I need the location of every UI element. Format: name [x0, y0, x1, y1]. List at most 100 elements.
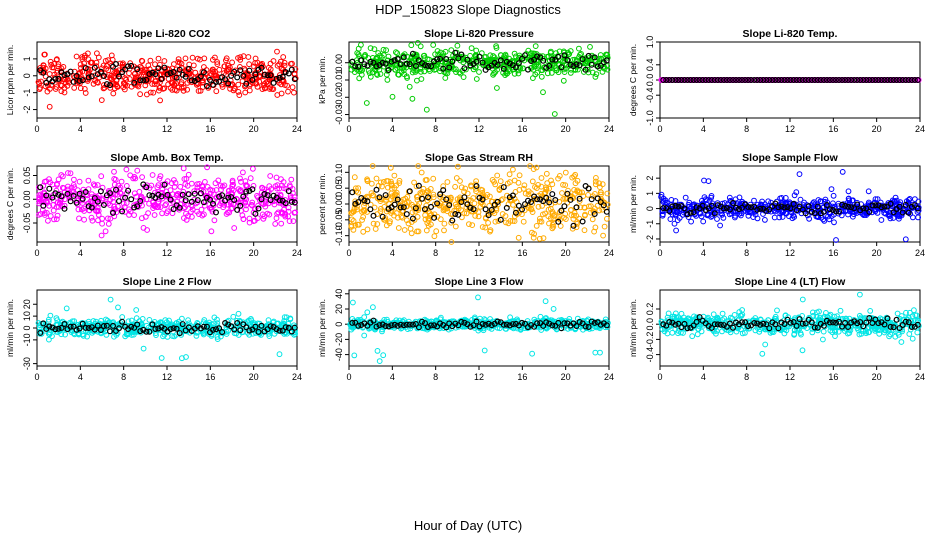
data-point — [249, 80, 256, 86]
x-tick-label: 8 — [744, 124, 749, 134]
data-point — [513, 53, 519, 60]
data-point — [133, 307, 140, 313]
data-point — [40, 69, 47, 76]
data-point — [394, 50, 401, 57]
data-point — [222, 76, 229, 83]
mean-points — [37, 60, 298, 89]
data-point — [101, 82, 107, 88]
data-point — [581, 227, 588, 234]
data-point — [119, 314, 126, 320]
data-point — [212, 54, 218, 61]
data-point — [134, 167, 141, 174]
y-tick-label: 1 — [645, 191, 655, 196]
data-point — [105, 221, 112, 227]
data-point — [85, 186, 92, 193]
data-point — [762, 217, 768, 223]
data-point — [152, 71, 159, 78]
data-point — [528, 57, 535, 64]
data-point — [394, 62, 400, 68]
y-tick-label: -2 — [22, 106, 32, 114]
data-point — [406, 61, 413, 68]
data-point — [454, 42, 461, 49]
data-point — [452, 223, 459, 230]
data-point — [150, 89, 157, 96]
data-point — [490, 53, 497, 59]
data-point — [81, 216, 87, 223]
data-point — [497, 178, 504, 185]
data-point — [225, 80, 232, 87]
y-tick-label: -2 — [645, 235, 655, 243]
data-point — [437, 216, 444, 223]
data-point — [111, 168, 117, 175]
data-point — [57, 82, 64, 89]
data-point — [164, 71, 171, 78]
data-point — [274, 92, 281, 98]
data-point — [55, 75, 62, 82]
data-point — [48, 61, 55, 68]
data-point — [113, 81, 120, 88]
data-point — [403, 60, 410, 67]
data-point — [178, 79, 185, 86]
data-point — [281, 59, 288, 66]
data-point — [183, 71, 189, 78]
x-tick-label: 20 — [872, 248, 882, 258]
data-point — [229, 81, 235, 88]
data-point — [123, 166, 130, 173]
data-point — [234, 74, 241, 81]
data-point — [149, 172, 156, 178]
data-point — [113, 77, 120, 84]
data-point — [473, 76, 480, 82]
data-point — [414, 77, 420, 84]
y-tick-label: 1 — [22, 56, 32, 61]
y-tick-label: -1 — [22, 89, 32, 97]
data-point — [562, 169, 569, 176]
data-point — [267, 173, 274, 179]
data-point — [211, 217, 218, 224]
data-point — [548, 48, 554, 55]
data-point — [267, 72, 274, 79]
data-point — [112, 60, 119, 67]
data-point — [58, 65, 65, 72]
data-point — [444, 179, 451, 185]
y-tick-label: 0 — [645, 206, 655, 211]
data-point — [414, 40, 421, 46]
data-point — [520, 218, 527, 225]
data-point — [213, 88, 220, 95]
data-point — [36, 86, 43, 92]
data-point — [573, 61, 580, 68]
x-tick-label: 0 — [657, 248, 662, 258]
mean-points — [349, 49, 610, 73]
x-tick-label: 0 — [657, 124, 662, 134]
data-point — [207, 76, 214, 83]
data-point — [82, 90, 89, 96]
data-point — [126, 70, 132, 77]
data-point — [540, 89, 546, 96]
data-point — [363, 100, 370, 106]
data-point — [446, 64, 453, 71]
data-point — [53, 57, 60, 63]
data-point — [423, 106, 430, 113]
data-point — [134, 66, 141, 73]
data-point — [433, 228, 440, 235]
data-point — [107, 85, 114, 91]
data-point — [109, 63, 116, 70]
data-point — [219, 81, 226, 88]
y-tick-label: 2 — [645, 176, 655, 181]
panel-title: Slope Li-820 CO2 — [124, 28, 211, 40]
data-point — [131, 63, 137, 70]
data-point — [460, 59, 467, 66]
x-tick-label: 20 — [249, 124, 259, 134]
data-point — [408, 42, 415, 49]
data-point — [434, 56, 441, 63]
data-point — [279, 73, 286, 80]
data-point — [123, 183, 130, 189]
data-point — [158, 75, 165, 82]
data-point — [673, 227, 679, 234]
panel-3: Slope Li-820 Temp.0 4 8 12 16 20 24-1.0-0.40.0… — [628, 28, 925, 134]
data-point — [771, 214, 778, 221]
data-point — [597, 349, 603, 356]
data-point — [364, 226, 371, 233]
data-point — [479, 59, 486, 66]
data-point — [288, 176, 295, 183]
